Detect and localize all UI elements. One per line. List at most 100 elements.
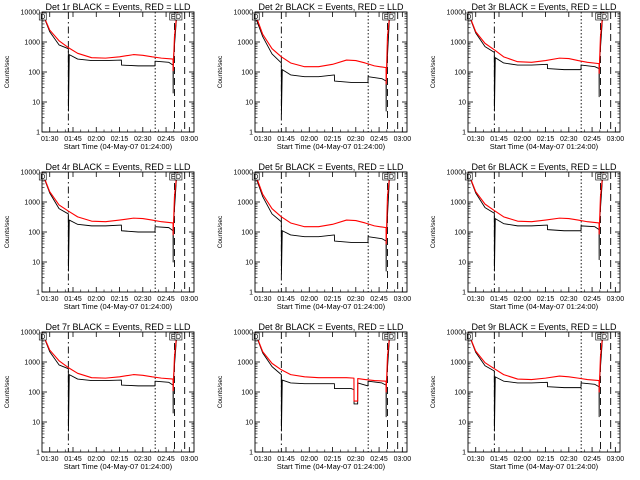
x-tick-label: 01:45 — [277, 136, 295, 143]
x-tick-label: 02:15 — [537, 296, 555, 303]
series-group — [255, 12, 392, 115]
y-axis-label: Counts/sec — [217, 215, 224, 248]
marker-D: D — [253, 174, 258, 181]
marker-box — [387, 12, 396, 21]
panel-title: Det 8r BLACK = Events, RED = LLD — [258, 322, 404, 332]
y-tick-label: 1 — [462, 450, 466, 457]
y-tick-label: 10 — [245, 260, 253, 267]
marker-D: D — [389, 334, 394, 341]
marker-box — [600, 12, 609, 21]
series-lld — [42, 332, 179, 392]
x-tick-label: 02:15 — [324, 456, 342, 463]
marker-D: D — [466, 334, 471, 341]
series-group — [468, 172, 605, 272]
x-tick-label: 03:00 — [607, 296, 625, 303]
panel-title: Det 4r BLACK = Events, RED = LLD — [45, 162, 191, 172]
x-tick-label: 01:30 — [254, 456, 272, 463]
series-events — [468, 172, 605, 272]
marker-box — [174, 12, 183, 21]
x-tick-label: 01:30 — [41, 456, 59, 463]
marker-D: D — [176, 14, 181, 21]
y-tick-label: 1 — [249, 450, 253, 457]
x-tick-label: 02:15 — [537, 136, 555, 143]
y-tick-label: 10000 — [21, 10, 41, 17]
marker-E: E — [597, 174, 602, 181]
x-tick-label: 01:45 — [64, 136, 82, 143]
y-tick-label: 1000 — [450, 40, 466, 47]
marker-E: E — [384, 334, 389, 341]
y-axis-label: Counts/sec — [217, 375, 224, 408]
x-tick-label: 01:45 — [277, 456, 295, 463]
x-axis-label: Start Time (04-May-07 01:24:00) — [64, 302, 173, 311]
y-axis-label: Counts/sec — [430, 55, 437, 88]
plot-frame — [41, 11, 195, 133]
x-axis-label: Start Time (04-May-07 01:24:00) — [490, 462, 599, 471]
x-tick-label: 02:00 — [514, 296, 532, 303]
y-tick-label: 1 — [36, 450, 40, 457]
x-tick-label: 02:00 — [88, 136, 106, 143]
y-tick-label: 100 — [241, 70, 253, 77]
marker-D: D — [176, 334, 181, 341]
marker-D: D — [253, 334, 258, 341]
y-tick-label: 1000 — [450, 200, 466, 207]
y-tick-label: 100 — [454, 230, 466, 237]
y-tick-label: 10000 — [234, 10, 254, 17]
y-tick-label: 1000 — [237, 360, 253, 367]
x-tick-label: 01:30 — [467, 456, 485, 463]
marker-box — [251, 12, 260, 21]
marker-E: E — [597, 334, 602, 341]
marker-box — [38, 12, 47, 21]
marker-D: D — [40, 174, 45, 181]
marker-D: D — [253, 14, 258, 21]
series-events — [255, 172, 392, 275]
y-tick-label: 100 — [241, 390, 253, 397]
y-tick-label: 10 — [458, 420, 466, 427]
x-tick-label: 02:30 — [134, 296, 152, 303]
x-tick-label: 01:45 — [64, 296, 82, 303]
y-tick-label: 1000 — [237, 200, 253, 207]
marker-E: E — [171, 14, 176, 21]
x-tick-label: 02:30 — [560, 136, 578, 143]
marker-D: D — [176, 174, 181, 181]
x-axis-label: Start Time (04-May-07 01:24:00) — [490, 302, 599, 311]
marker-D: D — [602, 174, 607, 181]
series-events — [42, 172, 179, 272]
marker-D: D — [602, 334, 607, 341]
plot-frame — [254, 11, 408, 133]
x-tick-label: 03:00 — [607, 456, 625, 463]
x-tick-label: 03:00 — [181, 296, 199, 303]
y-tick-label: 10000 — [447, 330, 467, 337]
series-group — [468, 12, 605, 112]
y-tick-label: 10 — [458, 260, 466, 267]
series-events — [42, 12, 179, 112]
x-axis-label: Start Time (04-May-07 01:24:00) — [277, 142, 386, 151]
y-tick-label: 100 — [454, 70, 466, 77]
y-axis-label: Counts/sec — [430, 375, 437, 408]
panel-det-8r: Det 8r BLACK = Events, RED = LLD 1 10 100 10… — [217, 322, 411, 471]
series-group — [255, 172, 392, 275]
plot-frame — [41, 171, 195, 293]
y-tick-label: 1000 — [24, 360, 40, 367]
panel-det-4r: Det 4r BLACK = Events, RED = LLD 1 10 100 10… — [4, 162, 198, 311]
marker-box — [387, 332, 396, 341]
series-events — [468, 12, 605, 112]
x-tick-label: 02:00 — [88, 296, 106, 303]
marker-box — [38, 172, 47, 181]
marker-box — [387, 172, 396, 181]
y-tick-label: 1 — [462, 130, 466, 137]
x-tick-label: 02:30 — [134, 456, 152, 463]
series-lld — [255, 332, 392, 402]
y-tick-label: 1 — [36, 130, 40, 137]
y-tick-label: 1000 — [450, 360, 466, 367]
x-tick-label: 01:45 — [64, 456, 82, 463]
marker-box — [174, 332, 183, 341]
series-group — [42, 12, 179, 112]
x-tick-label: 02:45 — [157, 136, 175, 143]
y-tick-label: 10000 — [234, 330, 254, 337]
y-tick-label: 10 — [32, 260, 40, 267]
y-tick-label: 1000 — [24, 200, 40, 207]
y-tick-label: 1000 — [24, 40, 40, 47]
panel-det-7r: Det 7r BLACK = Events, RED = LLD 1 10 100 10… — [4, 322, 198, 471]
x-tick-label: 02:15 — [111, 456, 129, 463]
y-tick-label: 10 — [458, 100, 466, 107]
